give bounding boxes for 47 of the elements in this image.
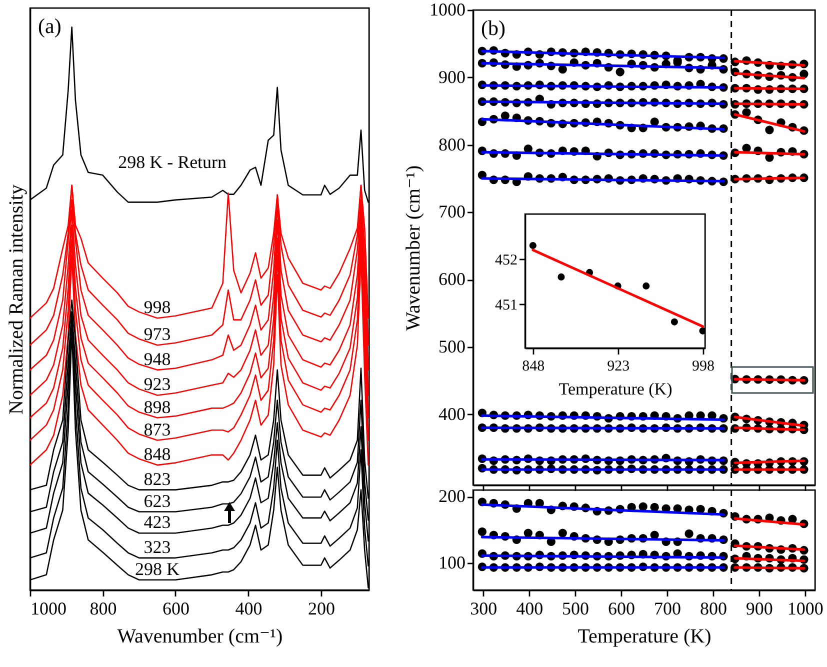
x-tick-label: 300 <box>470 598 498 618</box>
series-label: 873 <box>144 419 171 440</box>
x-tick-label: 800 <box>90 598 117 618</box>
x-tick-label: 900 <box>746 598 773 618</box>
y-tick-label: 500 <box>438 336 466 356</box>
x-tick-label: 200 <box>308 598 335 618</box>
y-tick-label: 700 <box>438 202 466 222</box>
series-label: 623 <box>144 490 171 511</box>
series-label: 923 <box>144 374 171 394</box>
x-axis-title: Wavenumber (cm⁻¹) <box>117 626 283 648</box>
series-label: 298 K - Return <box>118 152 227 172</box>
x-tick-label: 600 <box>162 598 190 618</box>
y-tick-label: 1000 <box>430 0 466 20</box>
x-tick-label: 923 <box>607 358 630 374</box>
x-tick-label: 400 <box>235 598 262 618</box>
x-tick-label: 500 <box>562 598 590 618</box>
x-tick-label: 400 <box>516 598 544 618</box>
y-tick-label: 900 <box>438 66 466 87</box>
y-tick-label: 800 <box>438 134 466 154</box>
x-tick-label: 1000 <box>787 598 824 618</box>
x-tick-label: 848 <box>522 358 545 374</box>
series-label: 998 <box>144 297 171 318</box>
y-axis-title: Normalized Raman intensity <box>6 184 28 414</box>
x-tick-label: 1000 <box>30 598 66 618</box>
x-tick-label: 998 <box>692 358 714 374</box>
series-label: 948 <box>144 348 171 369</box>
y-axis-title: Wavenumber (cm⁻¹) <box>402 165 424 331</box>
annotation: (a) <box>38 14 62 38</box>
series-label: 298 K <box>135 558 180 579</box>
y-tick-label: 451 <box>495 297 518 314</box>
annotation: (b) <box>481 16 506 40</box>
series-label: 848 <box>144 444 171 464</box>
y-tick-label: 100 <box>438 552 466 572</box>
x-axis-title: Temperature (K) <box>578 626 712 648</box>
y-tick-label: 200 <box>438 486 466 506</box>
y-tick-label: 452 <box>495 252 518 268</box>
x-tick-label: 600 <box>608 598 636 618</box>
y-tick-label: 600 <box>438 269 466 290</box>
x-tick-label: 700 <box>654 598 681 618</box>
series-label: 323 <box>144 536 171 557</box>
series-label: 973 <box>144 324 171 344</box>
y-tick-label: 400 <box>438 404 466 424</box>
series-label: 898 <box>144 396 171 417</box>
series-label: 823 <box>144 468 171 489</box>
x-tick-label: 800 <box>700 598 727 618</box>
x-axis-title: Temperature (K) <box>558 380 672 398</box>
series-label: 423 <box>144 512 171 532</box>
